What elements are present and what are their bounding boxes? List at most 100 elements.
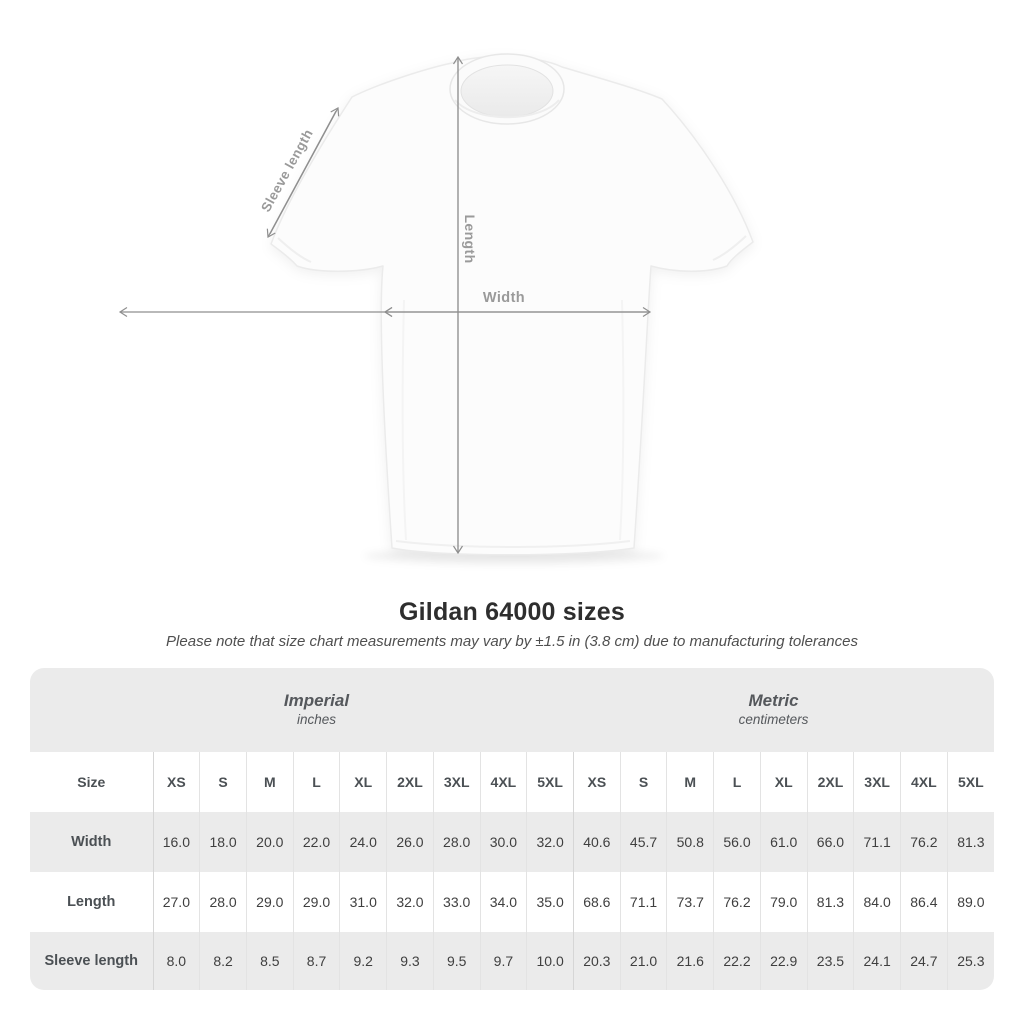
size-header-cell: XL [759,752,808,812]
measurement-cell: 84.0 [853,872,901,932]
measurement-cell: 89.0 [946,872,994,932]
size-header-cell: 2XL [806,752,854,812]
measurement-cell: 21.0 [619,932,667,990]
measurement-cell: 40.6 [572,812,621,872]
measurement-cell: 24.1 [853,932,901,990]
measurement-cell: 86.4 [900,872,948,932]
corner-size-header: Size [77,774,106,790]
measurement-cell: 73.7 [666,872,714,932]
measurement-cell: 23.5 [806,932,854,990]
unit-sub-imperial: inches [296,712,337,728]
measurement-cell: 27.0 [152,872,200,932]
measurement-cell: 32.0 [386,872,434,932]
length-label: Length [462,214,478,264]
measurement-cell: 81.3 [946,812,994,872]
measurement-cell: 30.0 [479,812,527,872]
measurement-cell: 29.0 [292,872,340,932]
measurement-cell: 68.6 [572,872,621,932]
fold-line [401,299,407,541]
tshirt-measurement-diagram: Sleeve length Length Width [118,53,754,564]
measurement-cell: 18.0 [199,812,247,872]
size-header-cell: 4XL [479,752,527,812]
measurement-cell: 22.2 [713,932,761,990]
measurement-cell: 24.7 [900,932,948,990]
size-header-cell: 5XL [946,752,994,812]
unit-header: Imperial inches Metric centimeters [30,668,994,752]
unit-name-imperial: Imperial [283,690,350,710]
page-title: Gildan 64000 sizes [399,598,625,626]
measurement-cell: 20.3 [572,932,621,990]
measurement-cell: 45.7 [619,812,667,872]
measurement-cell: 71.1 [619,872,667,932]
size-header-cell: XS [572,752,621,812]
measurement-cell: 61.0 [759,812,808,872]
size-header-cell: 4XL [900,752,948,812]
measurement-cell: 56.0 [713,812,761,872]
size-header-cell: 2XL [386,752,434,812]
size-header-cell: M [245,752,294,812]
measurement-cell: 10.0 [526,932,574,990]
size-header-row: Size XS S M L XL 2XL 3XL 4XL 5XL XS S M L XL 2XL 3XL 4XL 5… [30,752,994,812]
measurement-cell: 71.1 [853,812,901,872]
fold-line [619,299,625,541]
size-header-cell: L [713,752,761,812]
row-label: Sleeve length [44,953,138,969]
sleeve-length-arrow-top-head [269,107,340,235]
left-sleeve-seam [277,237,312,263]
measurement-cell: 9.3 [386,932,434,990]
tshirt-collar [449,53,565,125]
bottom-hem-seam [395,540,631,548]
measurement-cell: 8.5 [245,932,294,990]
measurement-cell: 25.3 [946,932,994,990]
tshirt-body-shape [270,55,754,556]
measurement-cell: 31.0 [339,872,387,932]
measurement-cell: 76.2 [713,872,761,932]
size-header-cell: 3XL [432,752,481,812]
measurements-table: Size XS S M L XL 2XL 3XL 4XL 5XL XS S M L XL 2XL 3XL 4XL 5… [30,752,994,990]
unit-group-metric: Metric centimeters [563,668,984,752]
tshirt-photo [118,53,754,564]
size-header-cell: 5XL [526,752,574,812]
measurement-cell: 9.2 [339,932,387,990]
right-sleeve-seam [712,235,747,261]
measurement-row: Sleeve length 8.0 8.2 8.5 8.7 9.2 9.3 9.5 9.7 10.… [30,932,994,990]
measurement-cell: 9.5 [432,932,481,990]
measurement-cell: 20.0 [245,812,294,872]
measurement-cell: 22.0 [292,812,340,872]
measurement-cell: 16.0 [152,812,200,872]
measurement-cell: 79.0 [759,872,808,932]
size-header-cell: S [619,752,667,812]
measurement-cell: 28.0 [432,812,481,872]
size-header-cell: XS [152,752,200,812]
size-header-cell: S [199,752,247,812]
measurement-cell: 32.0 [526,812,574,872]
measurement-cell: 29.0 [245,872,294,932]
size-chart-table: Imperial inches Metric centimeters Size X… [30,668,994,990]
measurement-cell: 8.2 [199,932,247,990]
measurement-cell: 35.0 [526,872,574,932]
size-header-cell: M [666,752,714,812]
measurement-cell: 8.0 [152,932,200,990]
size-header-cell: 3XL [853,752,901,812]
unit-sub-metric: centimeters [738,712,809,728]
unit-group-imperial: Imperial inches [45,668,588,752]
measurement-cell: 24.0 [339,812,387,872]
row-label: Length [67,894,116,910]
measurement-cell: 21.6 [666,932,714,990]
measurement-cell: 9.7 [479,932,527,990]
tolerance-note: Please note that size chart measurements… [166,633,858,650]
measurement-cell: 26.0 [386,812,434,872]
measurement-cell: 22.9 [759,932,808,990]
size-header-cell: L [292,752,340,812]
measurement-cell: 8.7 [292,932,340,990]
measurement-cell: 28.0 [199,872,247,932]
measurement-cell: 76.2 [900,812,948,872]
row-label: Width [71,834,112,850]
measurement-cell: 34.0 [479,872,527,932]
width-label: Width [482,290,526,306]
measurement-cell: 81.3 [806,872,854,932]
measurement-cell: 33.0 [432,872,481,932]
unit-name-metric: Metric [748,690,799,710]
measurement-row: Length 27.0 28.0 29.0 29.0 31.0 32.0 33.0 34.0 35… [30,872,994,932]
